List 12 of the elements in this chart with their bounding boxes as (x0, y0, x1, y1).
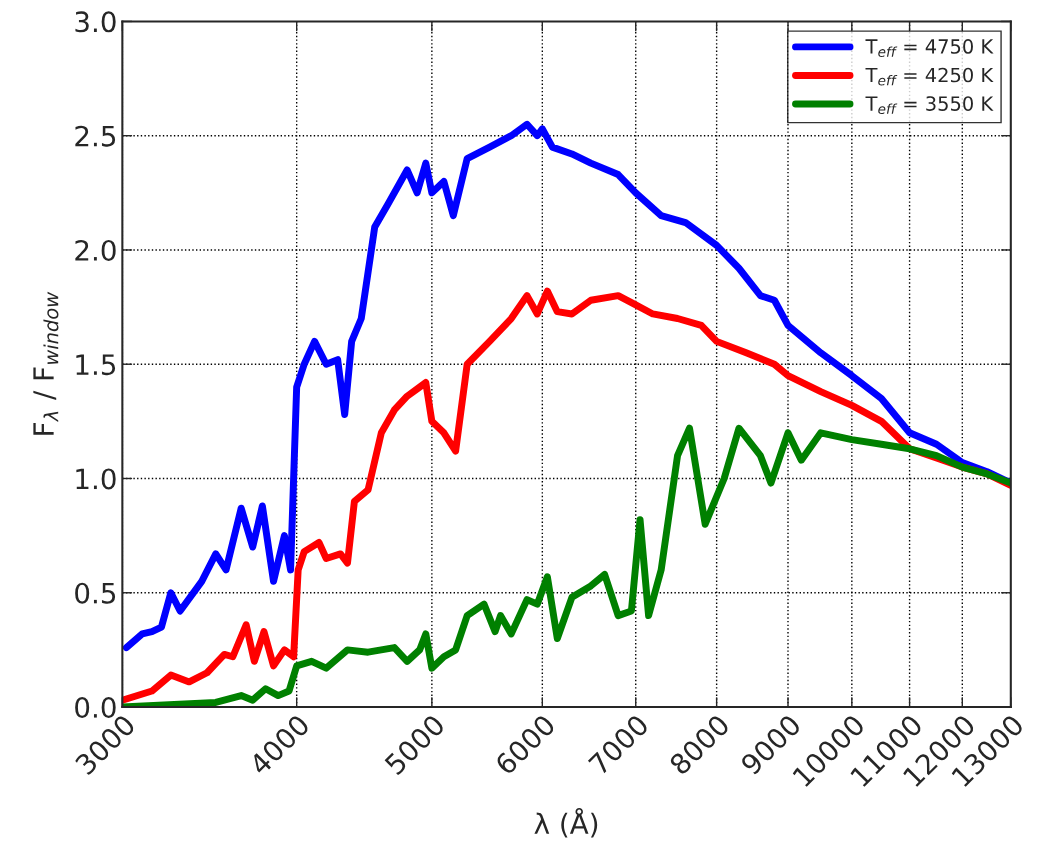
y-tick-label: 1.5 (76, 354, 116, 376)
y-tick-label: 0.5 (75, 582, 116, 604)
y-tick-label: 2.5 (75, 125, 116, 147)
legend-label: T$_{eff}$ = 3550 K (865, 96, 994, 115)
y-tick-label: 3.0 (75, 11, 116, 33)
y-tick-label: 0.0 (75, 696, 116, 718)
y-tick-label: 2.0 (75, 239, 116, 261)
y-tick-label: 1.0 (76, 468, 116, 490)
x-axis-title: λ (Å) (534, 807, 598, 838)
y-axis-title: F$_{λ}$ / F$_{window}$ (33, 291, 59, 435)
legend-label: T$_{eff}$ = 4750 K (865, 39, 994, 57)
legend-label: T$_{eff}$ = 4250 K (865, 67, 994, 86)
